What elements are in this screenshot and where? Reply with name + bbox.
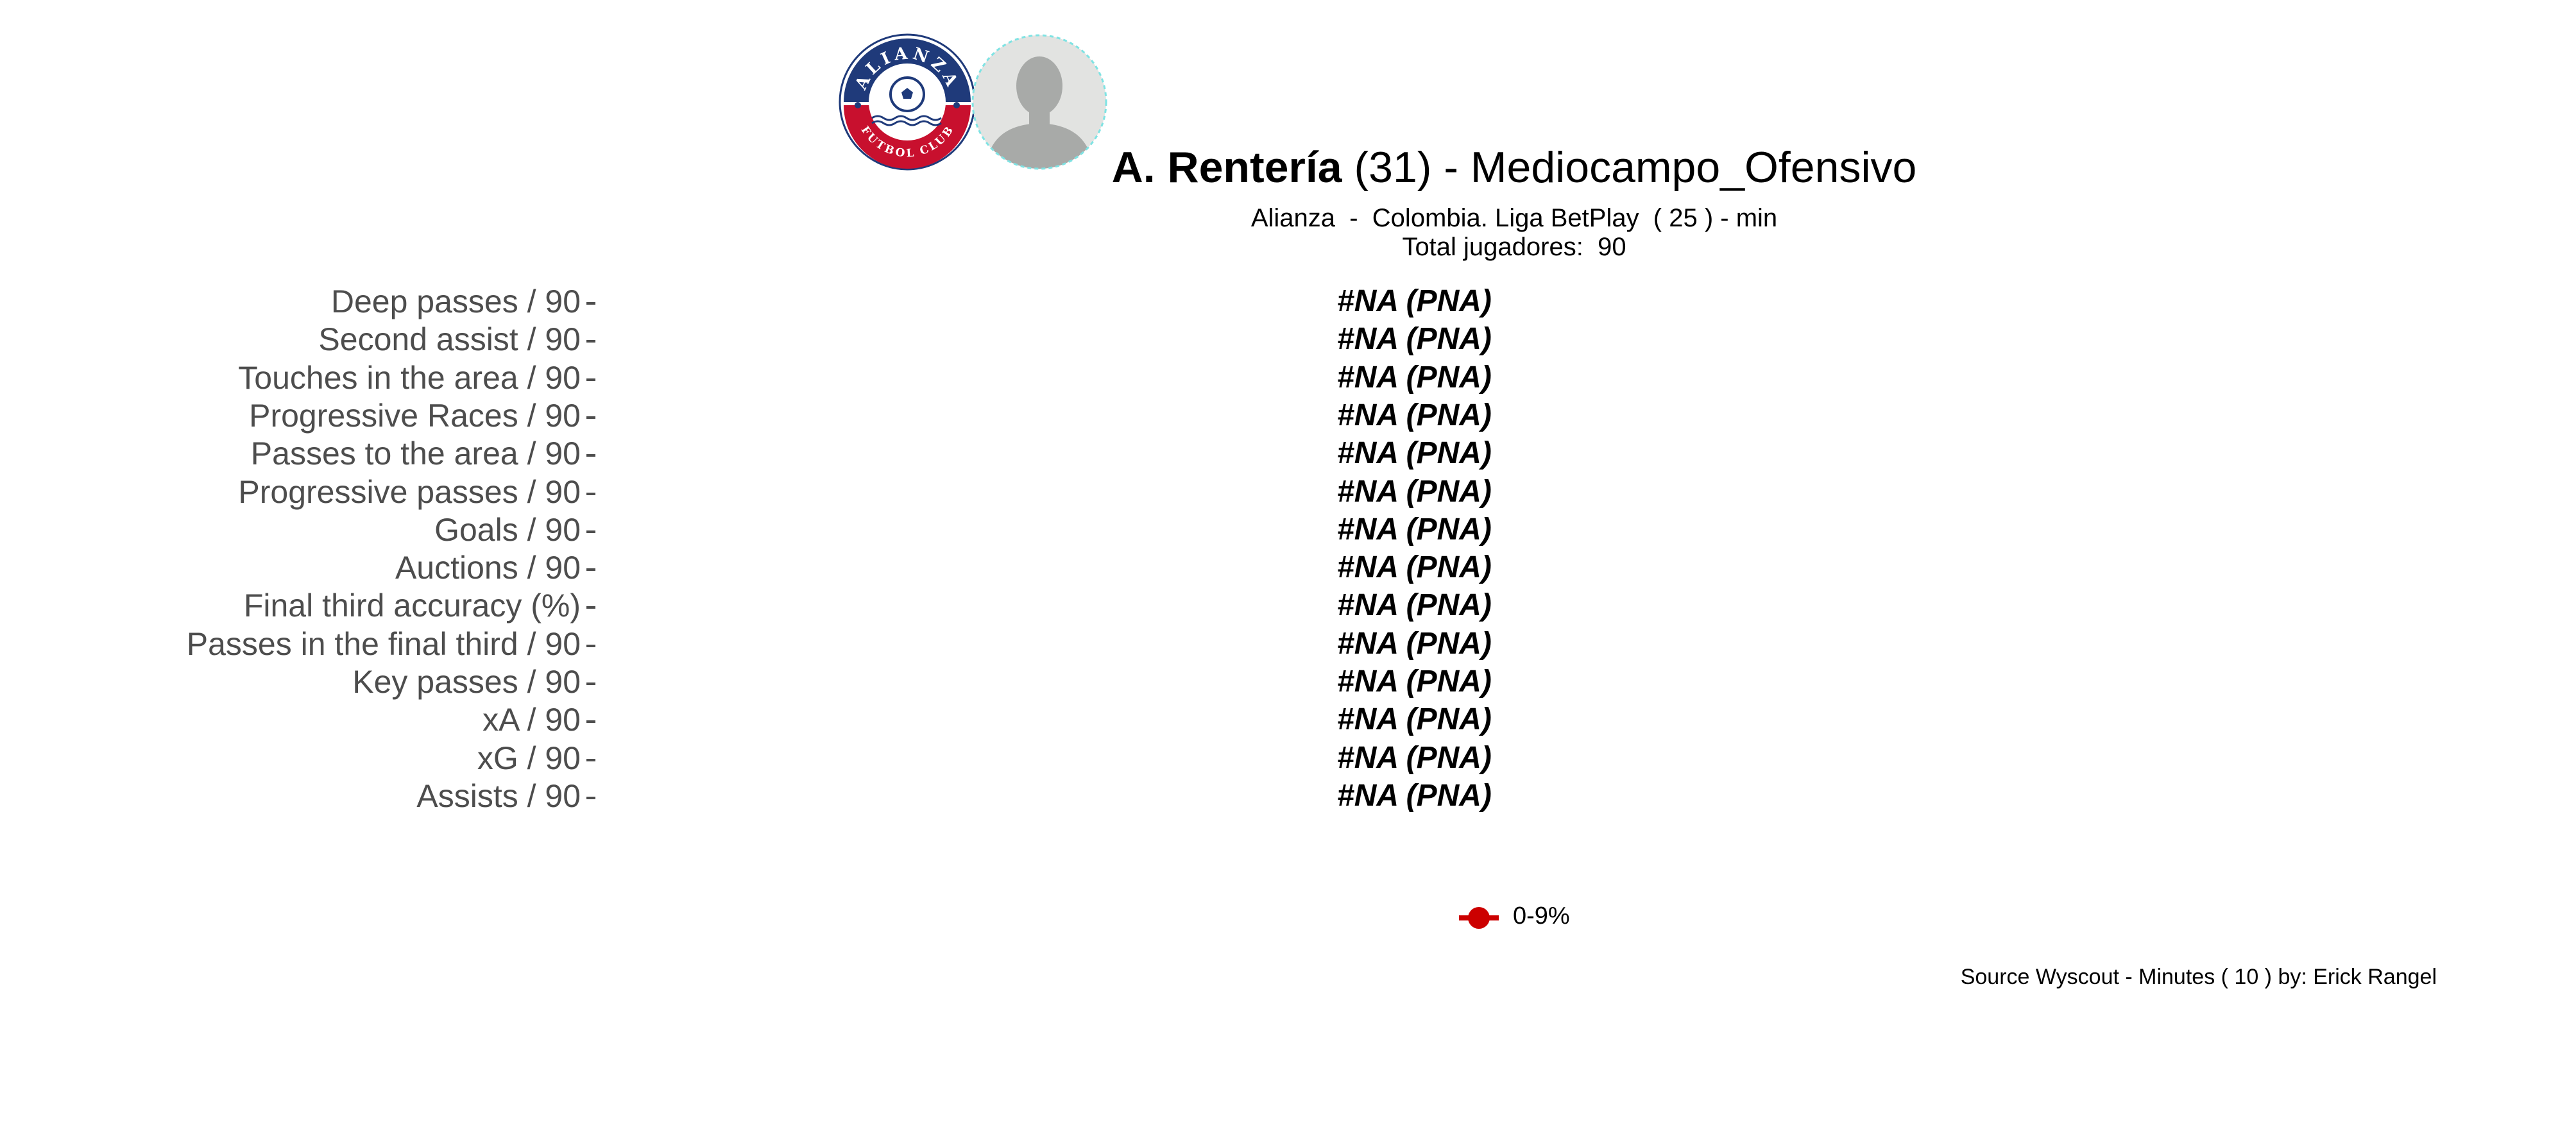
chart-title: A. Rentería (31) - Mediocampo_Ofensivo [642, 142, 2387, 192]
legend-marker-dot [1468, 907, 1490, 929]
player-silhouette-icon [971, 34, 1107, 170]
metric-value: #NA (PNA) [1337, 626, 1492, 661]
metric-value: #NA (PNA) [1337, 550, 1492, 585]
player-age: (31) - [1354, 143, 1458, 192]
metric-label: Key passes / 90 [352, 664, 581, 700]
chart-subtitle: Alianza - Colombia. Liga BetPlay ( 25 ) … [1250, 204, 1778, 232]
metric-value: #NA (PNA) [1337, 322, 1492, 357]
metric-label: Progressive passes / 90 [238, 473, 581, 510]
metric-label: Auctions / 90 [395, 550, 581, 586]
metric-label: Assists / 90 [416, 777, 581, 814]
metric-value: #NA (PNA) [1337, 665, 1492, 699]
metric-label: Deep passes / 90 [330, 284, 581, 319]
metric-value: #NA (PNA) [1337, 512, 1492, 547]
metric-value: #NA (PNA) [1337, 398, 1492, 432]
metric-value: #NA (PNA) [1337, 740, 1492, 775]
source-caption: Source Wyscout - Minutes ( 10 ) by: Eric… [1960, 965, 2437, 989]
metric-tick [586, 492, 595, 495]
metric-value: #NA (PNA) [1337, 284, 1492, 318]
metric-tick [586, 454, 595, 457]
metric-tick [586, 606, 595, 609]
metric-value: #NA (PNA) [1337, 436, 1492, 471]
metric-tick [586, 720, 595, 724]
metric-value: #NA (PNA) [1337, 360, 1492, 394]
metric-value: #NA (PNA) [1337, 588, 1492, 623]
metric-value: #NA (PNA) [1337, 778, 1492, 813]
metric-label: Final third accuracy (%) [243, 588, 581, 624]
metric-value: #NA (PNA) [1337, 474, 1492, 509]
metric-tick [586, 416, 595, 419]
metric-tick [586, 378, 595, 381]
metric-value: #NA (PNA) [1337, 702, 1492, 737]
metric-label: Passes in the final third / 90 [186, 625, 581, 662]
player-position: Mediocampo_Ofensivo [1470, 143, 1917, 192]
metric-label: Second assist / 90 [318, 321, 581, 358]
metric-tick [586, 302, 595, 305]
metric-tick [586, 340, 595, 343]
total-players: Total jugadores: 90 [1402, 233, 1626, 261]
legend-marker-icon [1459, 907, 1499, 929]
metric-label: Passes to the area / 90 [250, 436, 581, 472]
player-name: A. Rentería [1111, 143, 1342, 192]
metric-label: Progressive Races / 90 [249, 397, 581, 434]
metric-tick [586, 796, 595, 799]
metric-tick [586, 682, 595, 685]
metric-tick [586, 530, 595, 533]
club-crest-icon: ALIANZA FUTBOL CLUB [839, 33, 976, 171]
metric-label: xG / 90 [477, 740, 581, 776]
metric-tick [586, 758, 595, 761]
metric-label: Goals / 90 [434, 511, 581, 548]
legend-label: 0-9% [1513, 903, 1570, 929]
metric-label: xA / 90 [482, 702, 581, 738]
metric-label: Touches in the area / 90 [238, 359, 581, 396]
metric-tick [586, 644, 595, 647]
metric-tick [586, 568, 595, 572]
